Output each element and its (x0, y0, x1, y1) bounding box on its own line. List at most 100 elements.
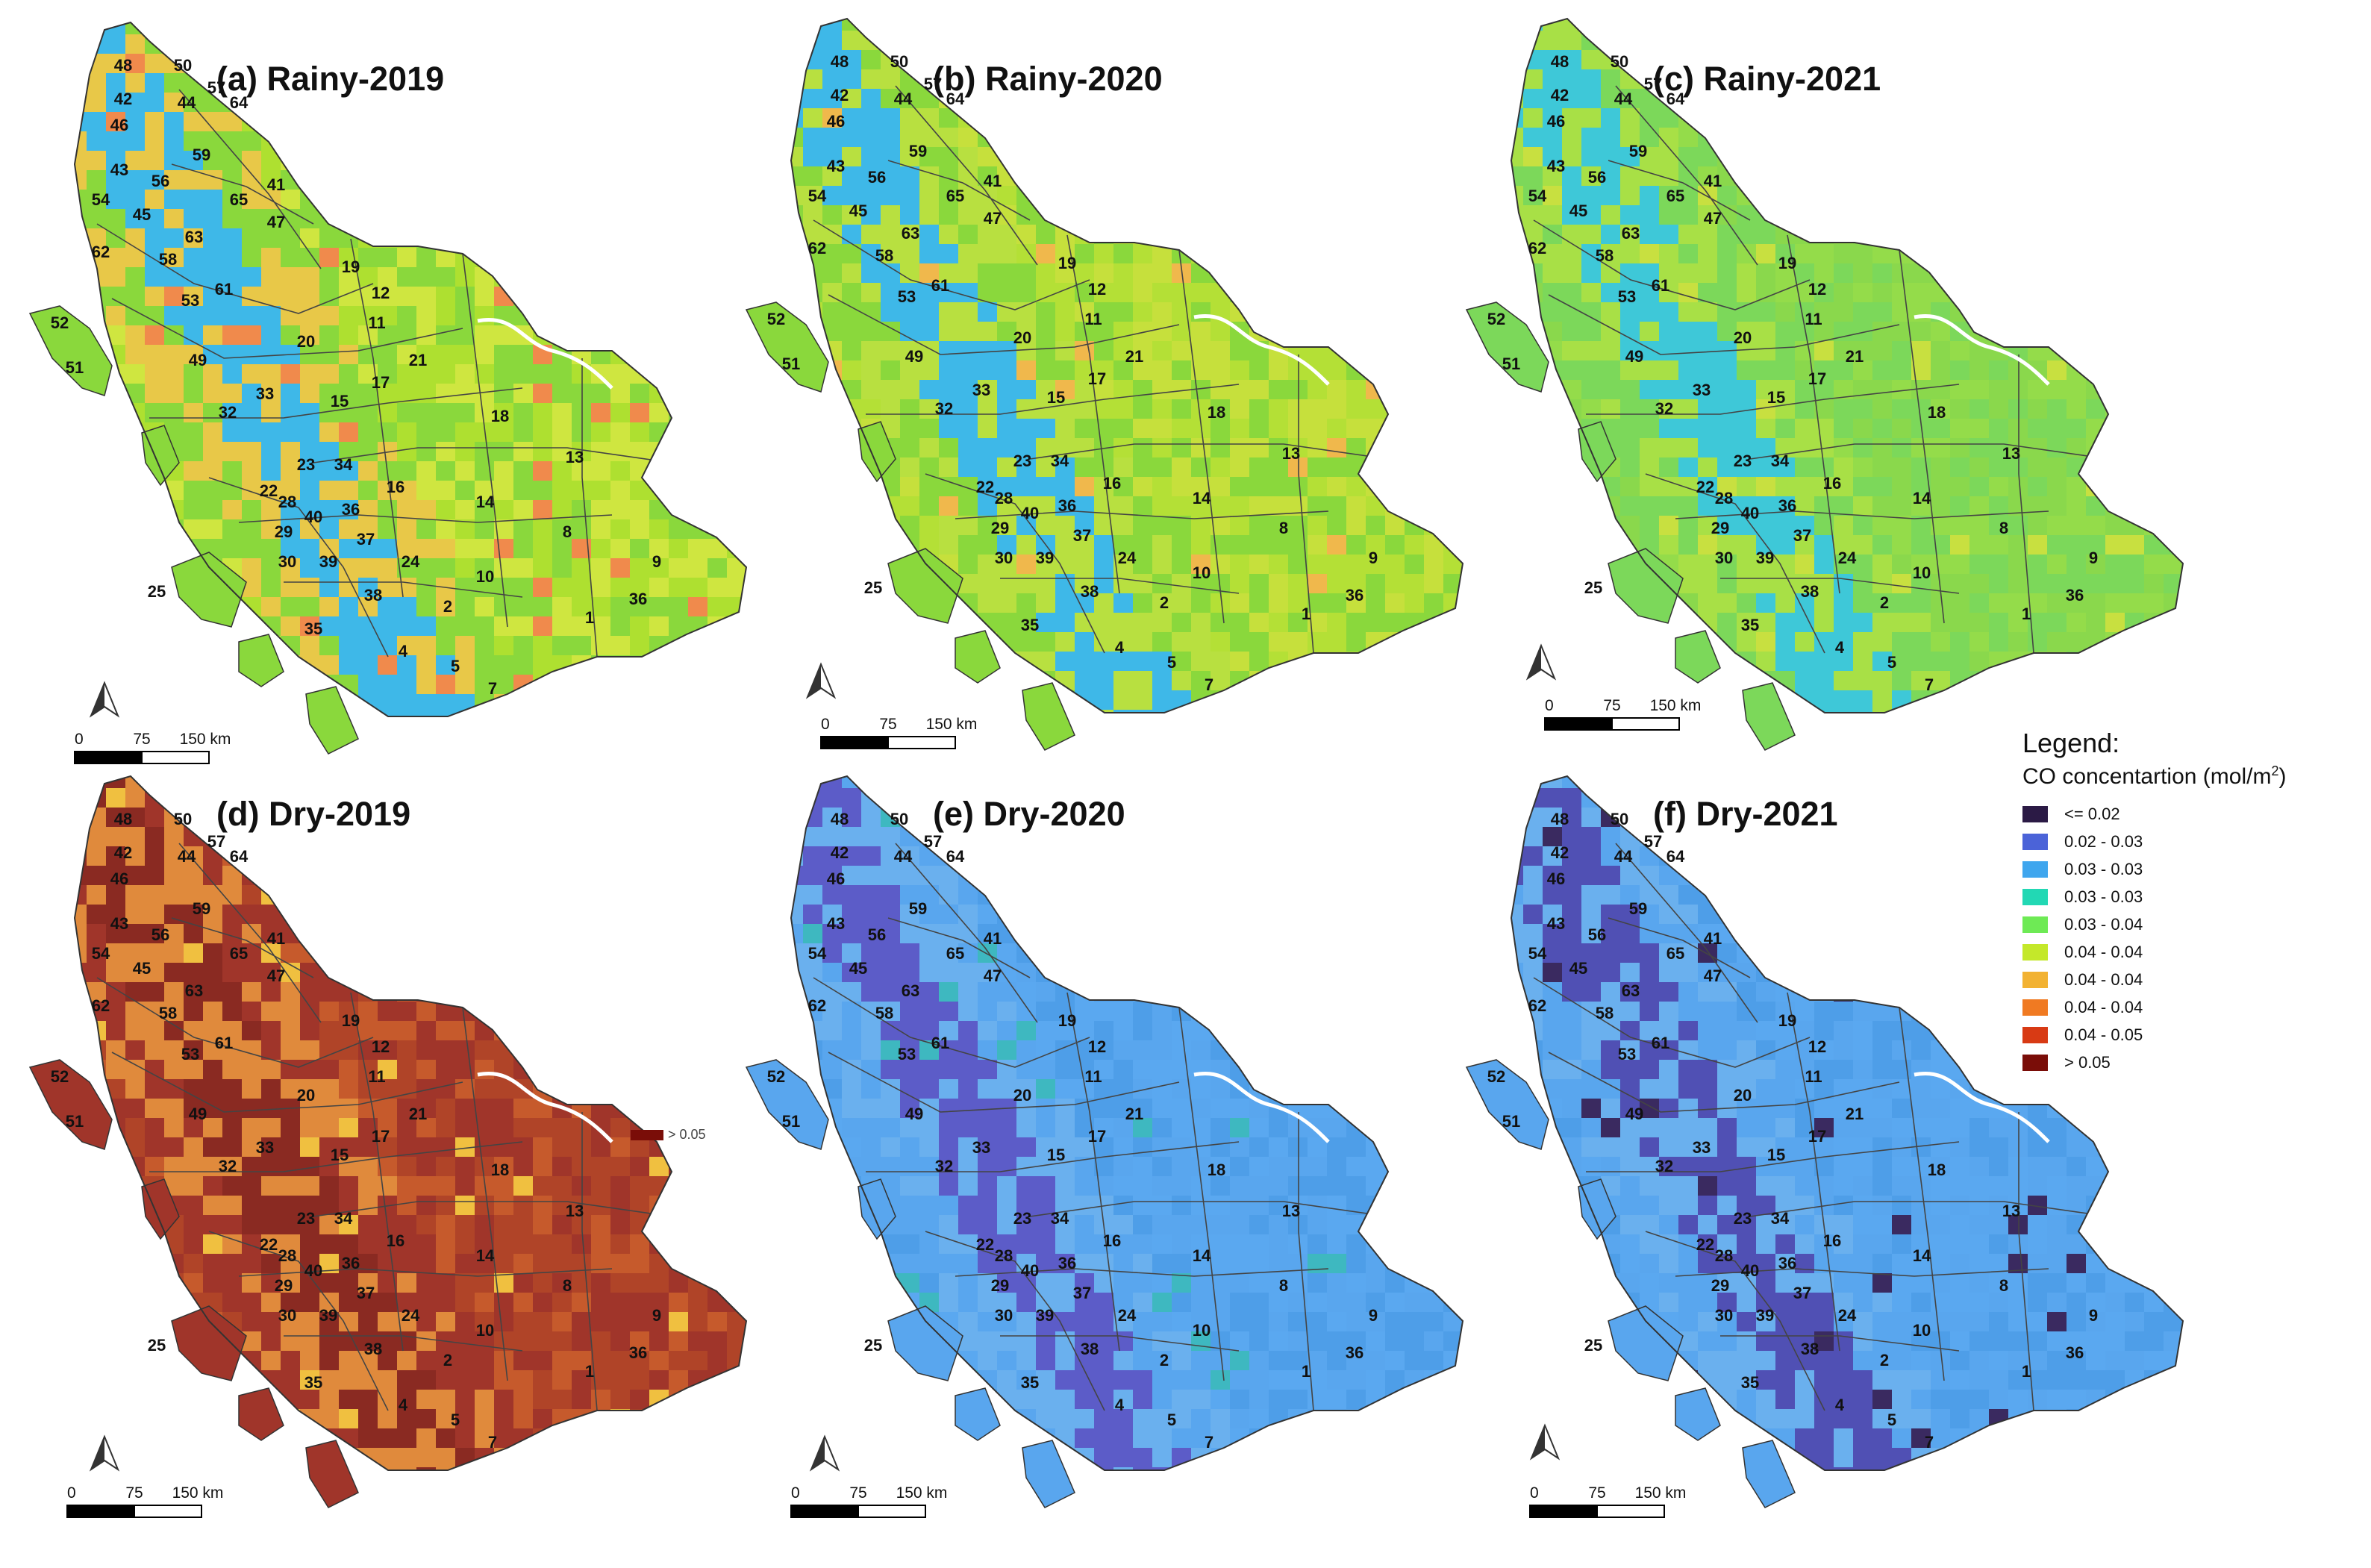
region-number: 41 (1704, 172, 1722, 190)
region-number: 44 (894, 847, 913, 866)
district-boundary (178, 843, 322, 1023)
region-number: 45 (849, 202, 867, 220)
coastline (790, 17, 1464, 713)
region-number: 22 (260, 481, 278, 500)
region-number: 18 (491, 1161, 509, 1179)
region-number: 17 (1808, 369, 1826, 388)
region-number: 47 (267, 966, 285, 985)
region-number: 5 (1887, 1411, 1896, 1429)
region-number: 19 (342, 257, 360, 276)
region-number: 44 (178, 847, 196, 866)
island (1465, 302, 1549, 393)
region-number: 14 (1913, 1246, 1931, 1265)
region-number: 43 (110, 914, 128, 933)
region-number: 59 (193, 899, 210, 918)
region-number: 9 (2089, 549, 2098, 567)
legend-swatch (2022, 1054, 2048, 1071)
region-number: 20 (297, 1086, 315, 1105)
district-boundary (350, 992, 404, 1352)
region-number: 36 (1778, 1254, 1796, 1272)
scale-tick-label: 75 (849, 1484, 866, 1502)
district-boundary (208, 1231, 389, 1411)
region-number: 36 (629, 1343, 647, 1362)
legend-swatch (2022, 943, 2048, 961)
district-boundary (866, 384, 1240, 415)
region-number: 51 (66, 1112, 84, 1131)
scale-tick-label: 150 km (180, 731, 231, 748)
region-number: 52 (767, 310, 785, 328)
region-number: 23 (1013, 1209, 1031, 1228)
region-number: 29 (991, 519, 1009, 537)
island (1608, 548, 1684, 624)
region-number: 63 (1622, 981, 1640, 1000)
region-number: 9 (1369, 1306, 1378, 1325)
district-boundary (350, 238, 404, 598)
region-number: 2 (1880, 1351, 1889, 1369)
region-number: 49 (1625, 347, 1643, 366)
region-number: 32 (1655, 1157, 1673, 1175)
region-number: 53 (1618, 287, 1636, 306)
region-number: 62 (808, 239, 826, 257)
island (305, 1440, 359, 1508)
district-boundary (238, 514, 613, 523)
district-boundary (925, 1231, 1105, 1411)
region-number: 56 (868, 925, 886, 944)
scale-tick-label: 150 km (926, 716, 978, 733)
district-boundary (1608, 160, 1751, 221)
region-number: 37 (1073, 1284, 1091, 1302)
panel-title: (a) Rainy-2019 (216, 60, 445, 98)
coastline (790, 775, 1464, 1471)
region-number: 28 (995, 489, 1013, 507)
region-number: 22 (976, 478, 994, 496)
legend-label: 0.04 - 0.05 (2064, 1025, 2143, 1044)
scale-tick-label: 0 (821, 716, 830, 733)
district-boundary (1548, 294, 1900, 355)
region-number: 48 (114, 56, 132, 75)
legend-swatch (2022, 1026, 2048, 1043)
region-number: 11 (368, 1067, 385, 1086)
legend-label: 0.04 - 0.04 (2064, 942, 2143, 961)
region-number: 58 (159, 250, 177, 269)
region-number: 16 (1103, 474, 1121, 493)
region-number: 45 (133, 205, 151, 224)
region-number: 49 (905, 347, 923, 366)
district-boundary (581, 358, 598, 658)
region-number: 19 (1778, 254, 1796, 272)
region-number: 30 (995, 1306, 1013, 1325)
district-boundary (1615, 843, 1758, 1023)
region-number: 7 (1925, 675, 1934, 694)
region-number: 15 (1047, 1146, 1065, 1164)
region-number: 61 (931, 1034, 949, 1052)
region-number: 49 (1625, 1105, 1643, 1123)
region-number: 8 (1999, 1276, 2008, 1295)
island (1578, 1178, 1616, 1240)
raster-cells (1511, 19, 2183, 713)
scale-bar: 0 75 150 km (790, 1484, 947, 1518)
region-number: 44 (178, 93, 196, 112)
region-number: 25 (148, 1336, 166, 1355)
district-boundary (1000, 1335, 1240, 1352)
district-boundary (1899, 1007, 1945, 1381)
region-number: 2 (443, 1351, 452, 1369)
region-number: 34 (1051, 452, 1069, 470)
region-number: 32 (935, 399, 953, 418)
region-number: 37 (1073, 526, 1091, 545)
region-number: 18 (1208, 403, 1225, 422)
region-number: 42 (114, 843, 132, 862)
region-number: 46 (827, 869, 845, 888)
region-number: 25 (1584, 578, 1602, 597)
district-boundary (866, 1141, 1240, 1172)
district-boundary (1029, 1201, 1389, 1217)
legend-item: 0.02 - 0.03 (2022, 828, 2366, 855)
region-number: 41 (1704, 929, 1722, 948)
region-number: 56 (1588, 168, 1606, 187)
region-number: 32 (219, 1157, 237, 1175)
district-boundary (1675, 1268, 2049, 1277)
region-number: 58 (875, 1004, 893, 1022)
region-number: 54 (92, 944, 110, 963)
region-number: 47 (984, 209, 1002, 228)
legend-item: <= 0.02 (2022, 800, 2366, 828)
legend-label: <= 0.02 (2064, 804, 2120, 823)
